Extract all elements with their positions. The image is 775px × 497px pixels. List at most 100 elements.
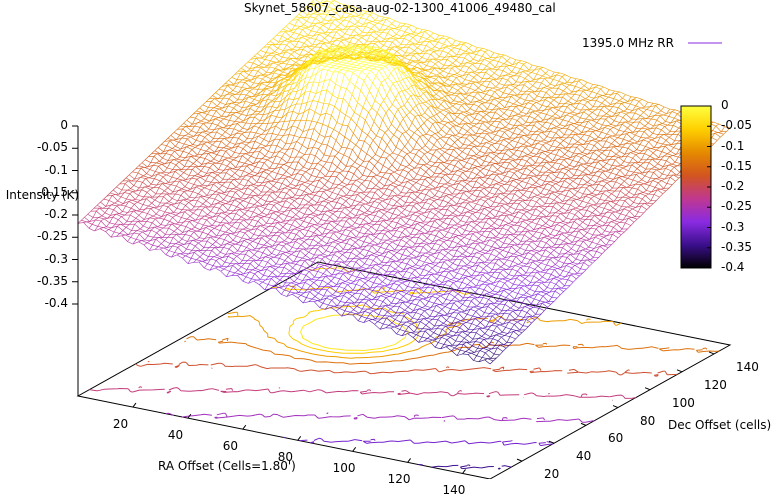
mesh-segment	[526, 71, 532, 73]
mesh-segment	[257, 182, 263, 183]
mesh-segment	[403, 255, 409, 257]
mesh-segment	[174, 160, 180, 163]
mesh-segment	[225, 83, 231, 85]
mesh-segment	[384, 17, 390, 18]
mesh-segment	[509, 124, 515, 126]
mesh-segment	[553, 258, 559, 261]
mesh-segment	[225, 213, 231, 214]
mesh-segment	[624, 132, 630, 133]
mesh-segment	[494, 172, 500, 174]
mesh-segment	[496, 237, 502, 239]
mesh-segment	[180, 203, 186, 206]
mesh-segment	[485, 182, 491, 185]
mesh-segment	[628, 128, 634, 132]
mesh-segment	[259, 162, 265, 163]
mesh-segment	[614, 121, 620, 123]
mesh-segment	[595, 168, 601, 170]
mesh-segment	[504, 313, 510, 314]
mesh-segment	[189, 153, 195, 156]
mesh-segment	[489, 240, 495, 242]
mesh-segment	[487, 134, 493, 140]
mesh-segment	[207, 142, 213, 145]
mesh-segment	[480, 303, 486, 305]
mesh-segment	[168, 207, 174, 213]
mesh-segment	[522, 131, 528, 136]
mesh-segment	[497, 248, 503, 250]
mesh-segment	[524, 266, 530, 267]
mesh-segment	[320, 205, 326, 207]
mesh-segment	[210, 218, 216, 222]
mesh-segment	[384, 214, 390, 219]
mesh-segment	[353, 133, 359, 140]
mesh-segment	[484, 290, 490, 293]
mesh-segment	[555, 140, 561, 144]
mesh-segment	[595, 139, 601, 141]
mesh-segment	[582, 229, 588, 232]
mesh-segment	[385, 133, 391, 140]
mesh-segment	[278, 65, 284, 69]
mesh-segment	[372, 22, 378, 24]
mesh-segment	[557, 75, 563, 77]
mesh-segment	[474, 307, 480, 309]
mesh-segment	[382, 282, 388, 286]
mesh-segment	[619, 200, 625, 201]
mesh-segment	[417, 48, 423, 52]
mesh-segment	[138, 195, 144, 196]
mesh-segment	[541, 212, 547, 216]
mesh-segment	[580, 246, 586, 249]
mesh-segment	[219, 109, 225, 112]
mesh-segment	[266, 178, 272, 181]
mesh-segment	[118, 201, 124, 204]
mesh-segment	[287, 39, 293, 41]
mesh-segment	[565, 233, 570, 235]
mesh-segment	[440, 112, 446, 116]
mesh-segment	[407, 264, 413, 267]
mesh-segment	[492, 145, 498, 151]
mesh-segment	[353, 238, 359, 240]
mesh-segment	[184, 192, 190, 198]
mesh-segment	[356, 70, 362, 71]
mesh-segment	[428, 108, 434, 116]
mesh-segment	[342, 234, 347, 236]
mesh-segment	[436, 285, 442, 290]
mesh-segment	[392, 271, 398, 272]
mesh-segment	[415, 117, 421, 127]
mesh-segment	[187, 219, 193, 221]
mesh-segment	[289, 177, 294, 179]
mesh-segment	[222, 213, 228, 216]
mesh-segment	[271, 181, 277, 182]
mesh-segment	[392, 251, 398, 253]
mesh-segment	[167, 146, 173, 149]
mesh-segment	[348, 29, 354, 30]
mesh-segment	[405, 58, 411, 60]
mesh-segment	[527, 212, 533, 215]
mesh-segment	[409, 129, 415, 132]
mesh-segment	[316, 210, 322, 212]
mesh-segment	[335, 106, 341, 111]
mesh-segment	[500, 273, 506, 278]
mesh-segment	[444, 101, 450, 108]
mesh-segment	[240, 122, 246, 123]
mesh-segment	[598, 85, 604, 87]
mesh-segment	[549, 89, 555, 94]
mesh-segment	[512, 222, 518, 224]
mesh-segment	[308, 231, 314, 233]
mesh-segment	[368, 281, 374, 283]
mesh-segment	[572, 189, 578, 192]
mesh-segment	[203, 225, 209, 226]
mesh-segment	[224, 119, 230, 121]
mesh-segment	[463, 193, 469, 198]
mesh-segment	[655, 106, 661, 111]
mesh-segment	[267, 100, 273, 101]
mesh-segment	[415, 168, 421, 169]
mesh-segment	[631, 125, 637, 128]
mesh-segment	[536, 132, 542, 133]
mesh-segment	[379, 211, 385, 215]
mesh-segment	[446, 168, 452, 172]
mesh-segment	[391, 29, 397, 35]
mesh-segment	[320, 65, 326, 66]
mesh-segment	[582, 100, 588, 102]
mesh-segment	[294, 136, 300, 138]
mesh-segment	[167, 168, 173, 169]
mesh-segment	[451, 76, 457, 78]
